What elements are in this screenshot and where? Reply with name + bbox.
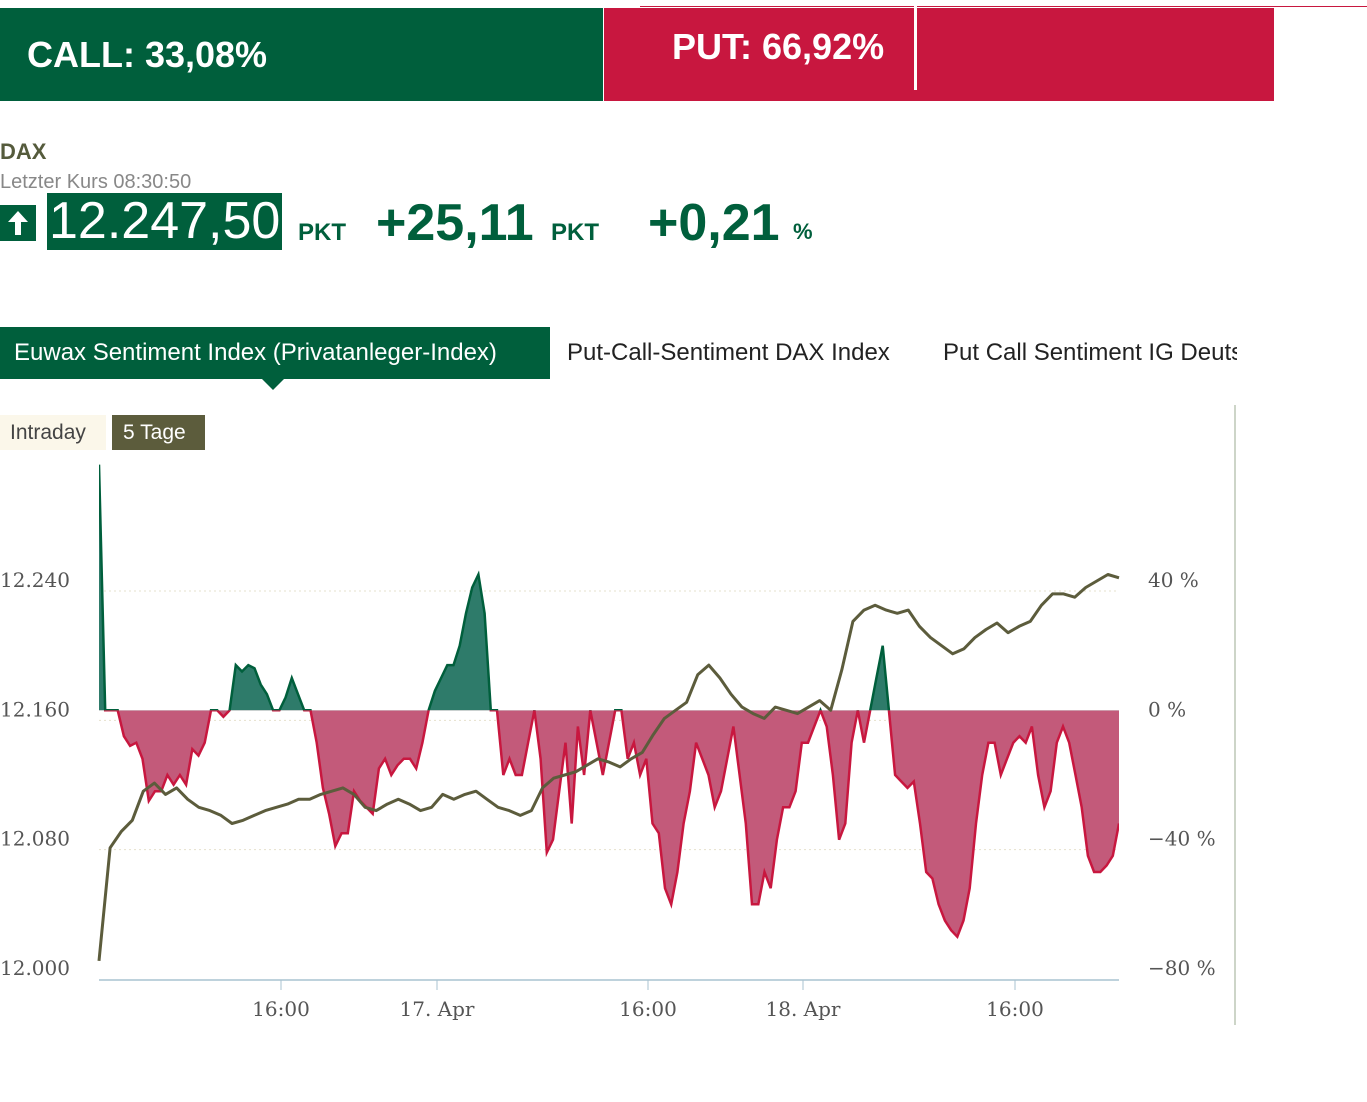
y-left-tick-label: 12.240 [0, 568, 70, 592]
tab-ig-clip: Put Call Sentiment IG Deutschland [943, 327, 1237, 379]
positive-sentiment-line [99, 464, 891, 711]
x-tick-label: 16:00 [986, 997, 1044, 1021]
dax-index-line [97, 573, 1120, 962]
call-share-label: CALL: 33,08% [27, 34, 268, 75]
call-share-bar [0, 8, 603, 101]
price-unit: PKT [298, 219, 346, 246]
percent-unit: % [793, 219, 813, 244]
y-right-tick-label: −40 % [1148, 827, 1216, 851]
negative-sentiment-area [117, 710, 1119, 937]
x-tick-label: 17. Apr [400, 997, 475, 1021]
x-tick-label: 18. Apr [766, 997, 841, 1021]
y-right-tick-label: 40 % [1148, 568, 1199, 592]
y-right-tick-label: −80 % [1148, 956, 1216, 980]
price-change-percent: +0,21 [648, 194, 780, 252]
tab-put-call-dax[interactable]: Put-Call-Sentiment DAX Index [567, 339, 890, 366]
y-left-tick-label: 12.160 [0, 697, 70, 721]
instrument-name: DAX [0, 139, 47, 164]
sentiment-marker [914, 6, 917, 90]
change-unit: PKT [551, 219, 599, 246]
chart-lines [97, 573, 1120, 962]
sentiment-bar-top-line [640, 6, 1367, 7]
last-price-time: Letzter Kurs 08:30:50 [0, 171, 192, 193]
range-5-days-button[interactable]: 5 Tage [112, 415, 205, 450]
x-tick-label: 16:00 [619, 997, 677, 1021]
y-left-tick-label: 12.080 [0, 827, 70, 851]
put-share-label: PUT: 66,92% [672, 26, 885, 67]
chart-axes: 12.240 12.160 12.080 12.000 40 % 0 % −40 % −80 … [0, 405, 1236, 1025]
y-right-tick-label: 0 % [1148, 697, 1186, 721]
negative-sentiment-line [103, 710, 1119, 939]
sentiment-area [99, 464, 1119, 939]
range-intraday-button[interactable]: Intraday [0, 415, 106, 450]
x-tick-label: 16:00 [252, 997, 310, 1021]
put-share-bar [604, 8, 1274, 101]
y-left-tick-label: 12.000 [0, 956, 70, 980]
active-tab-caret [262, 379, 284, 390]
arrow-up-icon [0, 205, 36, 241]
price-change: +25,11 [376, 194, 534, 252]
tab-put-call-ig[interactable]: Put Call Sentiment IG Deutschland [943, 339, 1237, 366]
tab-euwax-sentiment[interactable]: Euwax Sentiment Index (Privatanleger-Ind… [0, 327, 550, 379]
last-price: 12.247,50 [47, 192, 283, 250]
